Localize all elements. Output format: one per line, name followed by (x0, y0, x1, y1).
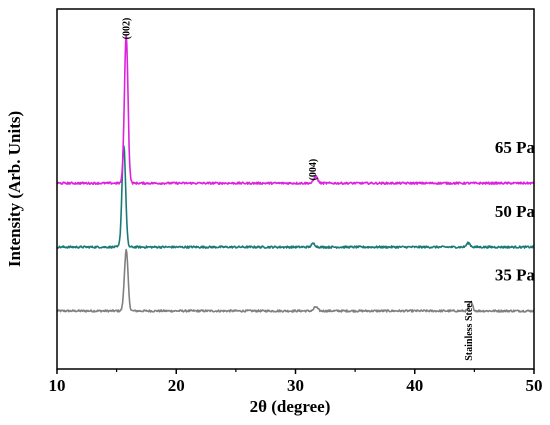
series-label-35-pa: 35 Pa (495, 266, 536, 285)
series-label-50-pa: 50 Pa (495, 202, 536, 221)
series-line-50-pa (56, 145, 535, 249)
x-tick-label-10: 10 (49, 376, 66, 395)
series-label-65-pa: 65 Pa (495, 138, 536, 157)
series-line-35-pa (56, 248, 535, 313)
x-tick-label-30: 30 (287, 376, 304, 395)
x-axis-title: 2θ (degree) (250, 397, 331, 416)
label-layer: 35 Pa 50 Pa 65 Pa (002) (004) Stainless Steel (122, 18, 536, 361)
x-tick-label-50: 50 (526, 376, 543, 395)
x-tick-label-20: 20 (168, 376, 185, 395)
peak-annotation-2: Stainless Steel (464, 300, 475, 361)
series-line-65-pa (56, 34, 535, 185)
y-axis-title: Intensity (Arb. Units) (5, 111, 24, 267)
x-tick-label-40: 40 (406, 376, 423, 395)
peak-annotation-0: (002) (122, 18, 133, 40)
series-layer (56, 34, 535, 313)
plot-frame (56, 8, 535, 370)
peak-annotation-1: (004) (308, 159, 319, 181)
axis-layer: 10 20 30 40 50 (49, 369, 543, 395)
